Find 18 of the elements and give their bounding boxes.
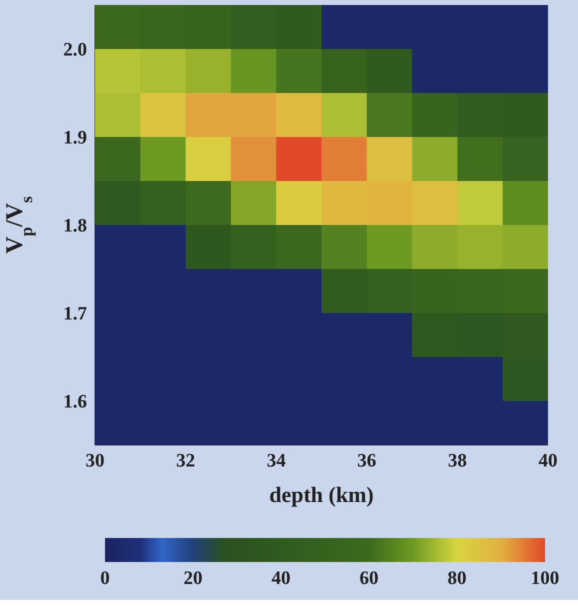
y-tick-label: 1.9 [63,128,87,149]
x-tick-label: 32 [176,450,196,472]
color-bar-label: 100 [530,568,560,589]
color-bar-label: 0 [100,568,110,589]
x-tick-label: 38 [448,450,467,472]
y-tick-label: 1.7 [63,304,88,325]
x-tick-label: 30 [86,450,104,472]
x-tick-label: 36 [357,450,376,472]
x-tick-label: 34 [266,450,286,472]
color-bar-label: 80 [448,568,466,589]
y-tick-label: 1.6 [63,392,87,413]
y-tick-label: 1.8 [63,216,87,237]
color-bar-label: 20 [184,568,202,589]
color-bar-label: 40 [272,568,290,589]
y-tick-label: 2.0 [63,40,87,61]
x-tick-label: 40 [538,450,558,472]
color-bar-label: 60 [360,568,378,589]
x-axis-title: depth (km) [269,482,374,507]
